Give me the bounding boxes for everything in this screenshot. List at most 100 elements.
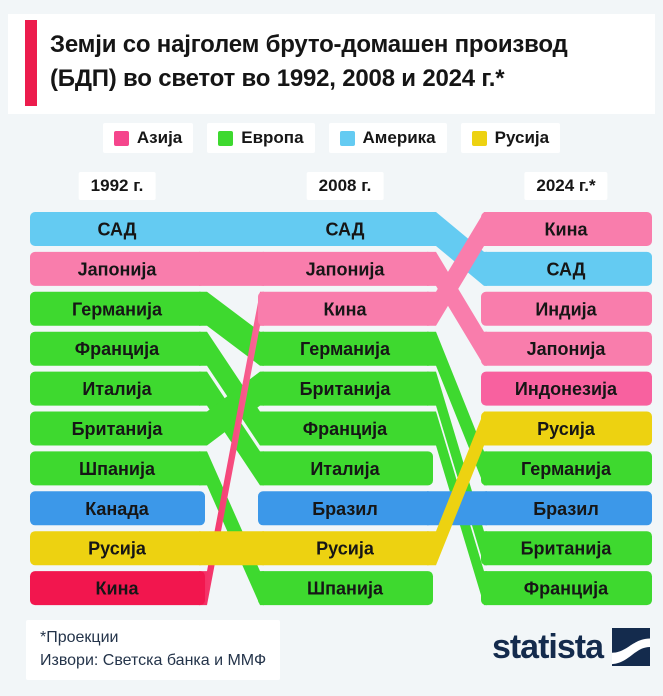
bar-label-2024 г.*-Франција: Франција — [524, 579, 609, 599]
bar-2008 г.-Франција — [258, 411, 433, 446]
footer-projection-note: *Проекции — [40, 629, 119, 646]
bar-1992 г.-Британија — [30, 411, 205, 446]
bar-label-1992 г.-Британија: Британија — [72, 419, 164, 439]
bar-1992 г.-Германија — [30, 291, 205, 326]
bar-label-2024 г.*-Германија: Германија — [521, 459, 612, 479]
page-title: Земји со најголем бруто-домашен производ… — [50, 28, 640, 96]
bar-2024 г.*-Русија — [481, 411, 652, 446]
ribbon-Кина-seg2 — [427, 212, 487, 326]
legend-label: Русија — [494, 128, 550, 147]
bar-label-1992 г.-САД: САД — [97, 220, 136, 240]
bar-label-1992 г.-Јапонија: Јапонија — [78, 259, 158, 279]
bar-label-1992 г.-Кина: Кина — [96, 579, 140, 599]
legend-swatch — [218, 130, 234, 146]
bar-label-2008 г.-САД: САД — [325, 220, 364, 240]
bar-1992 г.-Русија — [30, 531, 205, 566]
bar-label-1992 г.-Италија: Италија — [82, 379, 152, 399]
ribbon-Германија-seg1 — [199, 291, 264, 366]
bar-2024 г.*-Индонезија — [481, 371, 652, 406]
bar-label-2008 г.-Германија: Германија — [300, 339, 391, 359]
bar-label-2008 г.-Италија: Италија — [310, 459, 380, 479]
statista-logo: statista — [492, 628, 650, 666]
bar-label-2008 г.-Шпанија: Шпанија — [307, 579, 384, 599]
legend-label: Америка — [362, 128, 436, 147]
bar-1992 г.-Јапонија — [30, 251, 205, 286]
legend-swatch — [471, 130, 487, 146]
bar-2008 г.-Германија — [258, 331, 433, 366]
bar-label-2008 г.-Британија: Британија — [300, 379, 392, 399]
ribbon-Русија-seg2 — [427, 411, 487, 566]
bar-label-1992 г.-Русија: Русија — [88, 539, 147, 559]
bar-label-1992 г.-Франција: Франција — [75, 339, 160, 359]
ribbon-Јапонија-seg2 — [427, 251, 487, 366]
title-block: Земји со најголем бруто-домашен производ… — [8, 14, 655, 114]
title-line-1: Земји со најголем бруто-домашен производ — [50, 31, 568, 58]
bar-label-2024 г.*-Бразил: Бразил — [533, 499, 599, 519]
bar-1992 г.-Кина — [30, 571, 205, 606]
legend-item-3: Америка — [328, 123, 447, 153]
bar-label-2024 г.*-Индија: Индија — [535, 299, 597, 319]
legend-label: Азија — [136, 128, 183, 147]
bar-2008 г.-Јапонија — [258, 251, 433, 286]
bar-2008 г.-Британија — [258, 371, 433, 406]
bar-label-2024 г.*-Русија: Русија — [537, 419, 596, 439]
bar-1992 г.-Шпанија — [30, 451, 205, 486]
footer-sources: Извори: Светска банка и ММФ — [40, 652, 267, 670]
bar-2008 г.-Италија — [258, 451, 433, 486]
bar-2024 г.*-Германија — [481, 451, 652, 486]
column-header-3: 2024 г.* — [524, 172, 608, 200]
bar-label-2008 г.-Јапонија: Јапонија — [306, 259, 386, 279]
bar-2024 г.*-Индија — [481, 291, 652, 326]
bar-label-2024 г.*-Кина: Кина — [545, 220, 589, 240]
ribbon-Кина-seg1 — [199, 291, 264, 606]
bar-label-2024 г.*-Индонезија: Индонезија — [515, 379, 618, 399]
bar-label-2024 г.*-САД: САД — [546, 259, 585, 279]
bar-label-1992 г.-Германија: Германија — [72, 299, 163, 319]
bar-label-1992 г.-Шпанија: Шпанија — [79, 459, 156, 479]
legend-label: Европа — [241, 128, 304, 147]
bar-1992 г.-САД — [30, 212, 205, 246]
bar-label-2024 г.*-Британија: Британија — [521, 539, 613, 559]
ribbon-Шпанија-seg1 — [199, 451, 264, 606]
legend-item-4: Русија — [460, 123, 561, 153]
bar-2024 г.*-Бразил — [481, 491, 652, 526]
title-accent-bar — [25, 20, 37, 106]
bar-label-1992 г.-Канада: Канада — [85, 499, 150, 519]
ribbon-Јапонија-seg1 — [199, 251, 264, 286]
bar-1992 г.-Франција — [30, 331, 205, 366]
legend-swatch — [113, 130, 129, 146]
bar-label-2008 г.-Кина: Кина — [324, 299, 368, 319]
ribbon-САД-seg1 — [199, 212, 264, 246]
bar-2008 г.-Бразил — [258, 491, 433, 526]
ribbon-Италија-seg1 — [199, 371, 264, 486]
bar-2024 г.*-Британија — [481, 531, 652, 566]
bar-2024 г.*-Јапонија — [481, 331, 652, 366]
legend-swatch — [339, 130, 355, 146]
bar-2024 г.*-Франција — [481, 571, 652, 606]
title-line-2: (БДП) во светот во 1992, 2008 и 2024 г.* — [50, 65, 505, 93]
bar-1992 г.-Италија — [30, 371, 205, 406]
ribbon-Русија-seg1 — [199, 531, 264, 566]
legend: Азија Европа Америка Русија — [0, 123, 663, 153]
bar-label-2008 г.-Франција: Франција — [303, 419, 388, 439]
bar-label-2008 г.-Русија: Русија — [316, 539, 375, 559]
bar-2008 г.-САД — [258, 212, 433, 246]
bar-2008 г.-Русија — [258, 531, 433, 566]
ribbon-САД-seg2 — [427, 212, 487, 286]
bar-2008 г.-Шпанија — [258, 571, 433, 606]
statista-icon — [612, 628, 650, 666]
bar-2008 г.-Кина — [258, 291, 433, 326]
column-header-1: 1992 г. — [78, 172, 156, 200]
legend-item-1: Азија — [102, 123, 194, 153]
column-header-2: 2008 г. — [306, 172, 384, 200]
statista-wordmark: statista — [491, 628, 604, 666]
legend-item-2: Европа — [207, 123, 315, 153]
bar-2024 г.*-Кина — [481, 212, 652, 246]
ribbon-Франција-seg1 — [199, 331, 264, 446]
bar-1992 г.-Канада — [30, 491, 205, 526]
bar-label-2008 г.-Бразил: Бразил — [312, 499, 378, 519]
bar-label-2024 г.*-Јапонија: Јапонија — [527, 339, 607, 359]
footer-note: *Проекции Извори: Светска банка и ММФ — [26, 620, 281, 681]
